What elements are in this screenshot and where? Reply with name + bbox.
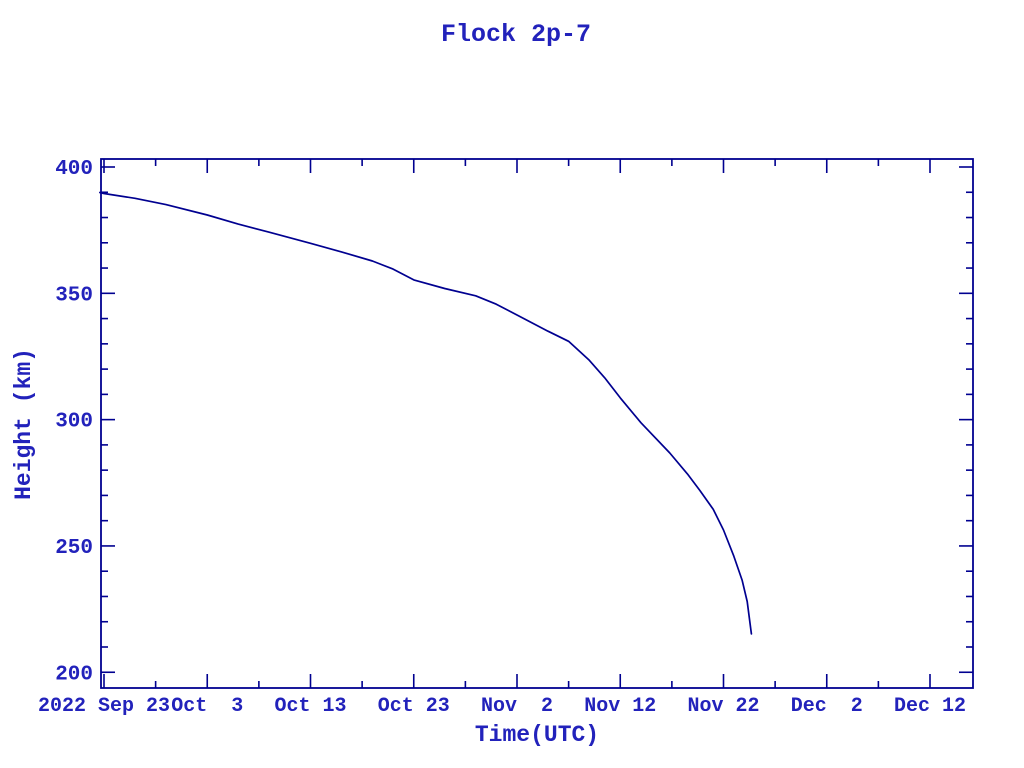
x-tick-label: Nov 2 [481,695,553,718]
axis-ticks [101,159,973,688]
x-tick-label: Oct 3 [171,695,243,718]
y-tick-labels: 200 250 300 350 400 [55,158,93,686]
y-tick-label: 200 [55,663,93,686]
y-tick-label: 350 [55,284,93,307]
x-axis-label: Time(UTC) [475,722,599,748]
x-tick-label: Nov 12 [584,695,656,718]
y-tick-label: 300 [55,411,93,434]
x-tick-label: Oct 13 [274,695,346,718]
x-tick-labels: 2022 Sep 23 Oct 3 Oct 13 Oct 23 Nov 2 Nov 12 N… [38,695,966,718]
y-axis-label: Height (km) [11,348,37,500]
x-tick-label: Oct 23 [378,695,450,718]
chart-title: Flock 2p-7 [441,20,591,49]
y-tick-label: 400 [55,158,93,181]
y-tick-label: 250 [55,537,93,560]
x-tick-label: Dec 12 [894,695,966,718]
decay-curve [99,191,753,635]
x-tick-label: Nov 22 [687,695,759,718]
plot-frame [100,158,974,689]
x-tick-label: Dec 2 [791,695,863,718]
x-tick-label: 2022 Sep 23 [38,695,170,718]
